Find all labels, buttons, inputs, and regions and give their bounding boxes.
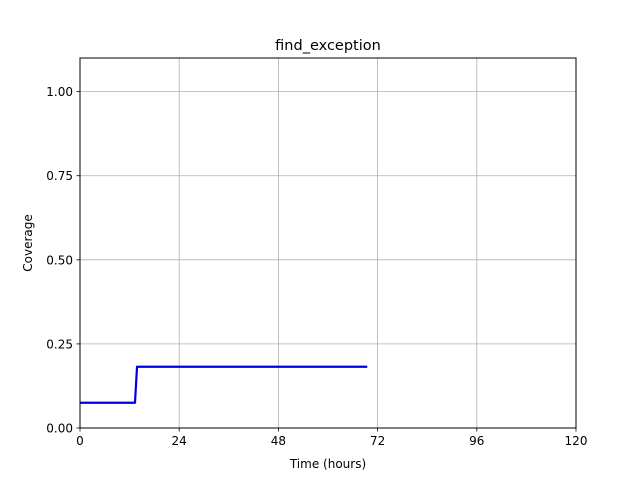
x-axis-label: Time (hours) bbox=[289, 457, 366, 471]
x-tick-label: 96 bbox=[469, 434, 484, 448]
y-tick-label: 0.25 bbox=[46, 337, 73, 351]
y-tick-label: 0.75 bbox=[46, 169, 73, 183]
x-axis: 0 24 48 72 96 120 bbox=[76, 428, 587, 448]
y-tick-label: 1.00 bbox=[46, 85, 73, 99]
x-tick-label: 72 bbox=[370, 434, 385, 448]
series-group bbox=[80, 365, 368, 404]
coverage-line bbox=[80, 365, 368, 404]
y-tick-label: 0.50 bbox=[46, 253, 73, 267]
y-tick-label: 0.00 bbox=[46, 422, 73, 436]
x-tick-label: 120 bbox=[565, 434, 588, 448]
plot-frame bbox=[79, 57, 577, 429]
x-tick-label: 48 bbox=[271, 434, 286, 448]
y-axis: 0.00 0.25 0.50 0.75 1.00 bbox=[46, 85, 80, 436]
y-axis-label: Coverage bbox=[21, 214, 35, 272]
x-tick-label: 24 bbox=[172, 434, 187, 448]
x-tick-label: 0 bbox=[76, 434, 84, 448]
chart-title: find_exception bbox=[275, 38, 381, 54]
